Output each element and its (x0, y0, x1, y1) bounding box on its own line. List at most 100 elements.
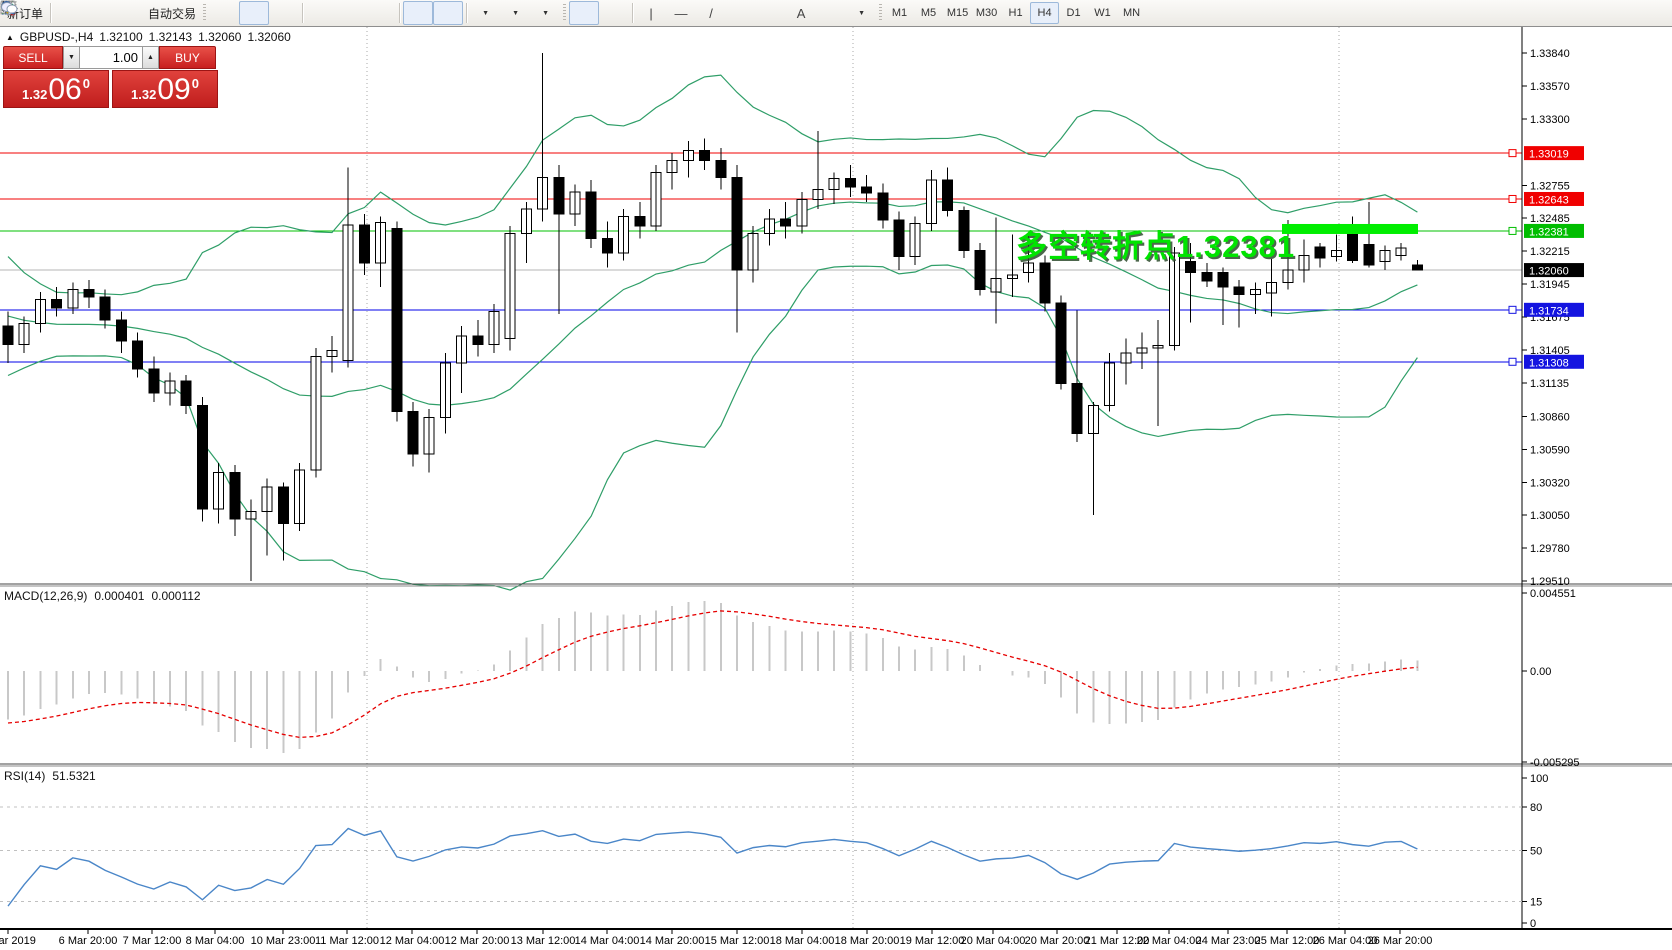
community-button[interactable] (0, 1, 114, 25)
collapse-panel-icon[interactable]: ▲ (6, 32, 14, 42)
price-tick-label: 1.29510 (1530, 576, 1570, 588)
chart-shift-button[interactable] (1, 1, 464, 25)
timeframe-button-m15[interactable]: M15 (946, 7, 969, 19)
rsi-tick-label: 100 (1530, 773, 1548, 785)
time-tick-label: 12 Mar 20:00 (445, 935, 510, 947)
text-tool-button[interactable]: A (786, 1, 816, 25)
label-tool-button[interactable]: T (0, 0, 846, 25)
line-anchor-marker[interactable] (1508, 149, 1517, 158)
toolbar-grip[interactable] (879, 4, 883, 22)
ohlc-high: 1.32143 (148, 30, 193, 44)
auto-trading-button[interactable]: 自动交易 (0, 1, 200, 25)
line-anchor-marker[interactable] (1508, 305, 1517, 314)
buy-price-box[interactable]: 1.32 09 0 (112, 70, 218, 108)
time-tick-label: 24 Mar 23:00 (1196, 935, 1261, 947)
search-button[interactable] (1, 1, 1635, 25)
volume-up-button[interactable]: ▲ (142, 46, 159, 69)
cursor-button[interactable] (3, 1, 600, 25)
macd-signal-value: 0.000112 (151, 589, 201, 603)
fibonacci-button[interactable]: F (2, 1, 786, 25)
metaeditor-button[interactable] (1, 0, 84, 25)
toolbar-separator (50, 3, 52, 23)
volume-input[interactable] (80, 46, 142, 69)
price-highlight-text: 1.31308 (1529, 357, 1569, 369)
profiles-button[interactable]: ▼ (1, 0, 500, 25)
period-button[interactable]: ▼ (1, 1, 530, 25)
price-highlight-text: 1.32060 (1529, 266, 1569, 278)
time-tick-label: 13 Mar 12:00 (511, 935, 576, 947)
toolbar-grip[interactable] (203, 4, 207, 22)
green-highlight-zone[interactable] (1282, 223, 1418, 234)
macd-label: MACD(12,26,9) (4, 589, 88, 603)
macd-value: 0.000401 (94, 589, 145, 603)
macd-tick-label: 0.004551 (1530, 588, 1576, 600)
rsi-tick-label: 0 (1530, 918, 1536, 930)
macd-pane-label: MACD(12,26,9) 0.000401 0.000112 (4, 589, 201, 603)
macd-tick-label: -0.005295 (1530, 757, 1580, 769)
signals-button[interactable] (1, 1, 144, 25)
dropdown-caret-icon: ▼ (542, 9, 549, 17)
equidistant-channel-button[interactable]: E (1, 1, 756, 25)
ohlc-low: 1.32060 (198, 30, 242, 44)
price-tick-label: 1.30050 (1530, 510, 1570, 522)
crosshair-button[interactable] (1, 1, 629, 25)
chart-bars-button[interactable] (1, 1, 239, 25)
auto-scroll-button[interactable] (1, 1, 434, 25)
timeframe-button-h1[interactable]: H1 (1008, 7, 1023, 19)
time-tick-label: 14 Mar 04:00 (575, 935, 640, 947)
timeframe-button-m30[interactable]: M30 (975, 7, 998, 19)
rsi-pane-label: RSI(14) 51.5321 (4, 769, 96, 783)
line-anchor-marker[interactable] (1508, 226, 1517, 235)
tile-windows-button[interactable] (1, 1, 396, 25)
line-anchor-marker[interactable] (1508, 194, 1517, 203)
price-tick-label: 1.30320 (1530, 477, 1570, 489)
timeframe-button-m5[interactable]: M5 (920, 7, 937, 19)
price-highlight-text: 1.33019 (1529, 149, 1569, 161)
price-highlight-label (1524, 302, 1584, 317)
buy-price-big: 09 (157, 73, 191, 106)
dropdown-caret-icon: ▼ (482, 9, 489, 17)
toolbar-separator (302, 3, 304, 23)
zoom-in-button[interactable] (1, 1, 336, 25)
timeframe-button-d1[interactable]: D1 (1066, 7, 1081, 19)
rsi-tick-label: 80 (1530, 802, 1542, 814)
time-tick-label: 10 Mar 23:00 (251, 935, 316, 947)
vertical-line-button[interactable]: | (636, 1, 666, 25)
toolbar-separator (632, 3, 634, 23)
zoom-out-button[interactable] (1, 1, 366, 25)
timeframe-button-h4[interactable]: H4 (1030, 2, 1060, 24)
price-highlight-label (1524, 191, 1584, 206)
price-highlight-label (1524, 354, 1584, 369)
price-tick-label: 1.32485 (1530, 213, 1570, 225)
timeframe-button-w1[interactable]: W1 (1094, 7, 1111, 19)
chart-line-button[interactable] (0, 1, 299, 25)
chat-button[interactable] (1, 1, 1665, 25)
timeframe-button-m1[interactable]: M1 (891, 7, 908, 19)
indicators-button[interactable]: ▼ (0, 1, 560, 25)
dropdown-caret-icon: ▼ (858, 9, 865, 17)
buy-button[interactable]: BUY (159, 46, 216, 69)
bollinger-middle-line (7, 201, 1418, 406)
trendline-button[interactable]: / (696, 1, 726, 25)
time-tick-label: 14 Mar 20:00 (640, 935, 705, 947)
ohlc-open: 1.32100 (99, 30, 143, 44)
horizontal-line-button[interactable]: — (666, 1, 696, 25)
time-tick-label: 12 Mar 04:00 (380, 935, 445, 947)
time-tick-label: 15 Mar 12:00 (705, 935, 770, 947)
price-tick-label: 1.33570 (1530, 81, 1570, 93)
sell-button[interactable]: SELL (3, 46, 63, 69)
text-tool-icon: A (796, 5, 806, 21)
sell-price-box[interactable]: 1.32 06 0 (3, 70, 109, 108)
toolbar-grip[interactable] (563, 4, 567, 22)
arrows-tool-button[interactable]: ▼ (2, 1, 876, 25)
dropdown-caret-icon: ▼ (512, 9, 519, 17)
buy-price-sup: 0 (191, 76, 199, 91)
auto-trading-label: 自动交易 (148, 6, 197, 21)
timeframe-button-mn[interactable]: MN (1122, 7, 1141, 19)
volume-down-button[interactable]: ▼ (63, 46, 80, 69)
line-anchor-marker[interactable] (1508, 357, 1517, 366)
price-tick-label: 1.33840 (1530, 48, 1570, 60)
chart-candles-button[interactable] (1, 1, 270, 25)
